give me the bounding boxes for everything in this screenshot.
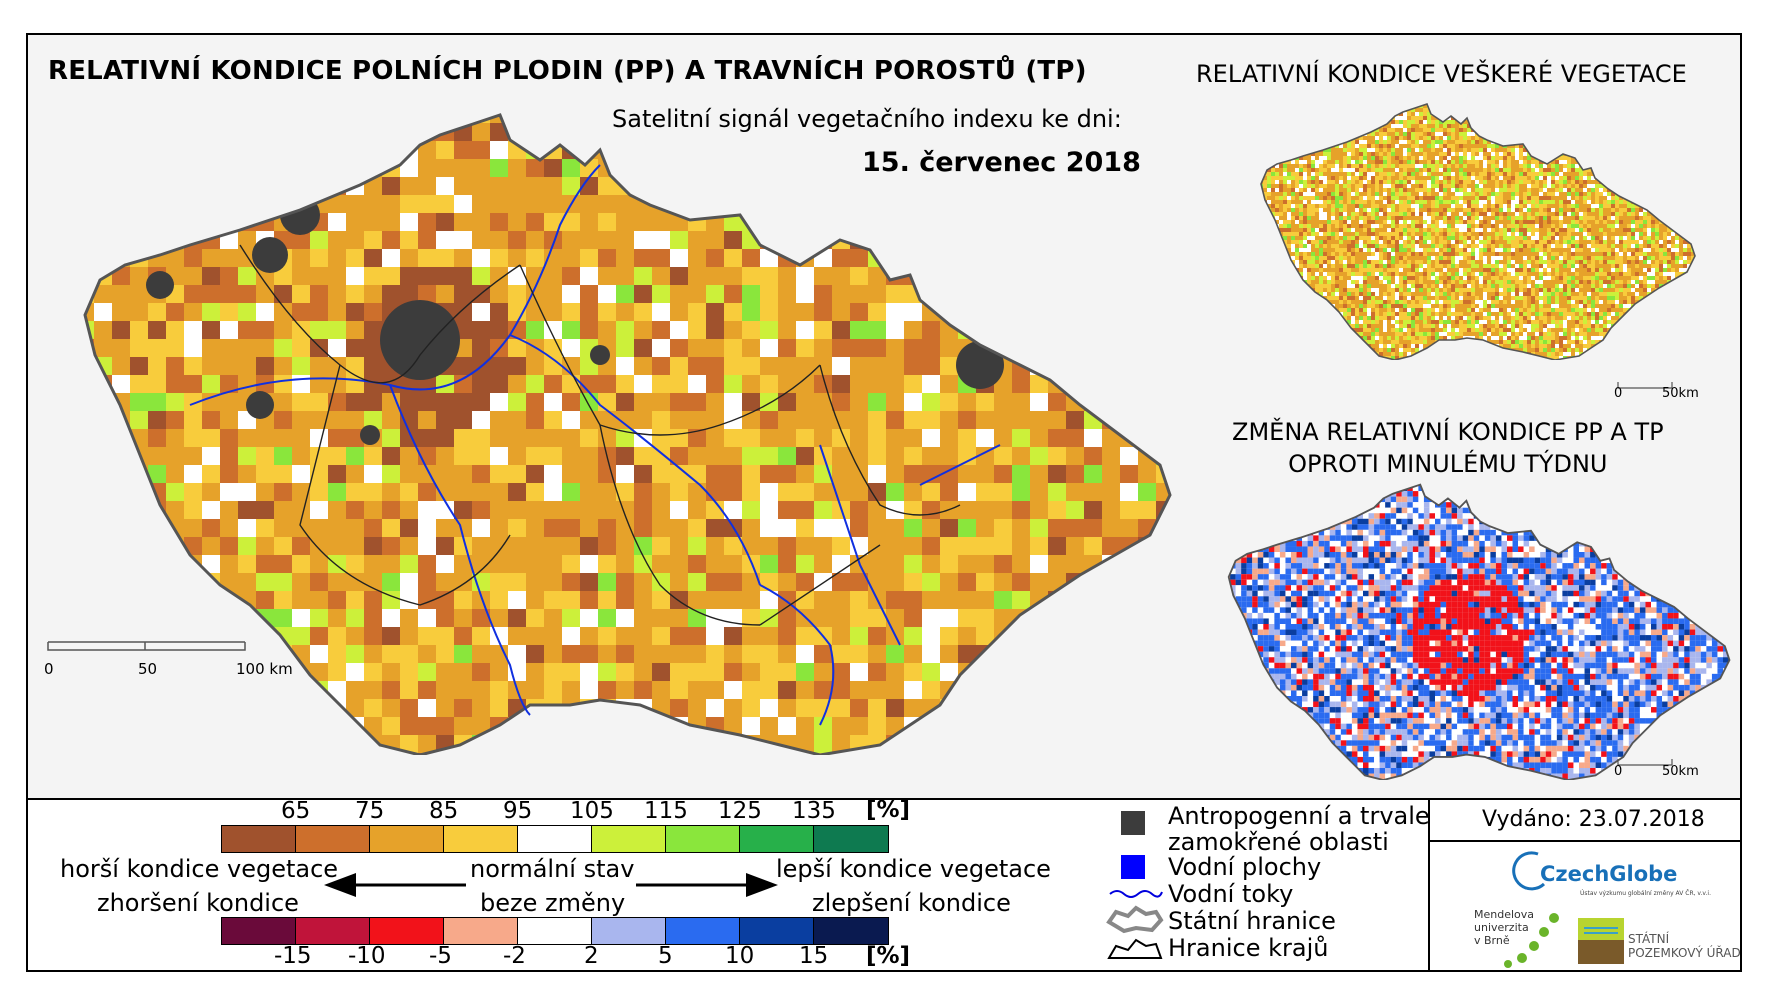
normal-label: normální stav	[470, 855, 635, 883]
arrow-left-icon	[324, 873, 466, 897]
scale-tick-50: 50	[138, 660, 158, 678]
spu-logo-text: STÁTNÍ POZEMKOVÝ ÚŘAD	[1628, 932, 1741, 960]
mendel-logo-icon	[1504, 913, 1559, 968]
scale-tick-100: 100 km	[236, 660, 293, 678]
cb-bot-labels-tick-1: -10	[348, 943, 386, 969]
cb-bot-labels-tick-0: -15	[274, 943, 312, 969]
czechglobe-logo: CzechGlobe	[1540, 862, 1678, 886]
cb-bot-swatch-8	[814, 918, 888, 944]
colorbar-condition	[221, 825, 889, 853]
cb-top-labels-tick-5: 115	[644, 798, 688, 824]
veg-scalebar	[1617, 382, 1673, 389]
date-label: 15. červenec 2018	[862, 147, 1141, 178]
cb-bot-swatch-3	[444, 918, 518, 944]
better-change-label: zlepšení kondice	[812, 889, 1011, 917]
main-title: RELATIVNÍ KONDICE POLNÍCH PLODIN (PP) A …	[48, 56, 1087, 86]
cb-top-swatch-7	[740, 826, 814, 852]
issued-separator	[1428, 840, 1742, 842]
cb-bot-labels-tick-6: 10	[725, 943, 755, 969]
cb-top-labels-tick-1: 75	[355, 798, 385, 824]
czechglobe-logo-icon	[1512, 851, 1546, 891]
worse-label: horší kondice vegetace	[60, 855, 339, 883]
cb-bot-swatch-2	[370, 918, 444, 944]
anthropogenic-label: Antropogenní a trvale	[1168, 802, 1430, 830]
main-condition-map	[83, 113, 1172, 755]
no-change-label: beze změny	[480, 889, 626, 917]
cb-bot-swatch-7	[740, 918, 814, 944]
cb-top-swatch-1	[296, 826, 370, 852]
region-border-icon	[1107, 938, 1163, 959]
scale-tick-0: 0	[44, 660, 54, 678]
change-scalebar	[1617, 759, 1673, 766]
cb-top-swatch-6	[666, 826, 740, 852]
river-label: Vodní toky	[1168, 880, 1294, 908]
region-border-label: Hranice krajů	[1168, 934, 1329, 962]
cb-bot-swatch-0	[222, 918, 296, 944]
cb-bot-labels-tick-5: 5	[658, 943, 673, 969]
colorbar-top-unit: [%]	[866, 797, 911, 823]
cb-top-labels-tick-4: 105	[570, 798, 614, 824]
colorbar-change	[221, 917, 889, 945]
river-line-icon	[1109, 890, 1163, 898]
cb-top-labels-tick-3: 95	[503, 798, 533, 824]
main-scalebar	[47, 641, 246, 651]
cb-top-labels-tick-0: 65	[281, 798, 311, 824]
worse-change-label: zhoršení kondice	[97, 889, 299, 917]
cb-bot-labels-tick-4: 2	[584, 943, 599, 969]
vegetation-map-title: RELATIVNÍ KONDICE VEŠKERÉ VEGETACE	[1196, 60, 1687, 88]
cb-top-labels-tick-7: 135	[792, 798, 836, 824]
cb-bot-swatch-5	[592, 918, 666, 944]
czechglobe-subtitle: Ústav výzkumu globální změny AV ČR, v.v.…	[1580, 890, 1711, 897]
cb-top-swatch-5	[592, 826, 666, 852]
cb-bot-swatch-1	[296, 918, 370, 944]
arrow-right-icon	[636, 873, 778, 897]
water-body-label: Vodní plochy	[1168, 853, 1322, 881]
spu-logo-icon	[1578, 918, 1624, 964]
anthropogenic-label-2: zamokřené oblasti	[1168, 828, 1389, 856]
cb-top-labels-tick-2: 85	[429, 798, 459, 824]
cb-top-swatch-2	[370, 826, 444, 852]
cb-bot-labels-tick-7: 15	[799, 943, 829, 969]
colorbar-bottom-unit: [%]	[866, 943, 911, 969]
cb-top-swatch-3	[444, 826, 518, 852]
cb-bot-swatch-4	[518, 918, 592, 944]
issued-panel	[1428, 798, 1742, 972]
cb-bot-labels-tick-3: -2	[503, 943, 526, 969]
state-border-icon	[1106, 905, 1164, 934]
cb-top-labels-tick-6: 125	[718, 798, 762, 824]
cb-top-swatch-4	[518, 826, 592, 852]
state-border-label: Státní hranice	[1168, 907, 1336, 935]
water-body-icon	[1121, 855, 1145, 879]
cb-bot-labels-tick-2: -5	[429, 943, 452, 969]
cb-top-swatch-8	[814, 826, 888, 852]
cb-top-swatch-0	[222, 826, 296, 852]
better-label: lepší kondice vegetace	[776, 855, 1051, 883]
vegetation-condition-map	[1260, 103, 1696, 360]
mendel-logo-text: Mendelova univerzita v Brně	[1474, 908, 1535, 947]
subtitle: Satelitní signál vegetačního indexu ke d…	[612, 105, 1122, 133]
change-condition-map	[1227, 483, 1731, 780]
issued-date: Vydáno: 23.07.2018	[1482, 807, 1705, 832]
change-map-title: ZMĚNA RELATIVNÍ KONDICE PP A TP OPROTI M…	[1232, 418, 1664, 478]
cb-bot-swatch-6	[666, 918, 740, 944]
anthropogenic-icon	[1121, 811, 1145, 835]
